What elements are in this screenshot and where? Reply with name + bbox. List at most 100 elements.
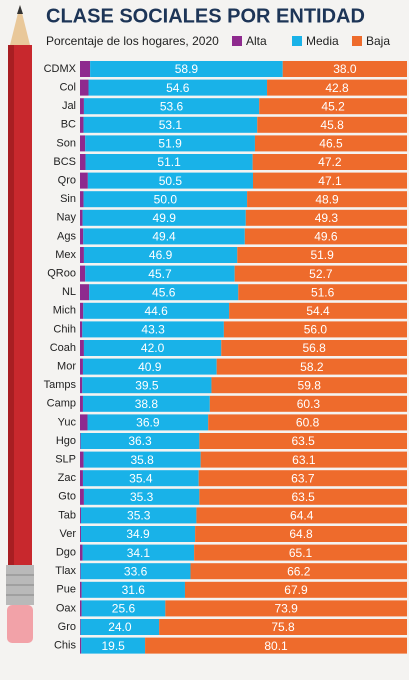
value-label: 60.3 bbox=[297, 397, 321, 411]
y-tick-label: Mich bbox=[53, 305, 76, 317]
bar-segment bbox=[80, 191, 84, 208]
bar-segment bbox=[198, 470, 407, 487]
bar-segment bbox=[254, 135, 407, 152]
y-tick-label: QRoo bbox=[47, 268, 76, 280]
value-label: 35.8 bbox=[130, 453, 154, 467]
value-label: 63.7 bbox=[291, 471, 315, 485]
value-label: 73.9 bbox=[274, 602, 298, 616]
value-label: 46.9 bbox=[149, 248, 173, 262]
bar-segment bbox=[80, 265, 86, 282]
bar-segment bbox=[165, 600, 407, 617]
bar-segment bbox=[80, 563, 81, 580]
bar-segment bbox=[87, 414, 209, 431]
value-label: 51.6 bbox=[311, 285, 335, 299]
bar-segment bbox=[80, 526, 81, 542]
bar-segment bbox=[80, 395, 83, 412]
y-tick-label: Chih bbox=[53, 323, 76, 335]
bar-segment bbox=[238, 284, 407, 301]
value-label: 49.3 bbox=[315, 211, 339, 225]
bar-segment bbox=[195, 526, 407, 542]
bar-segment bbox=[80, 433, 81, 449]
value-label: 64.4 bbox=[290, 509, 314, 523]
legend-swatch bbox=[292, 36, 302, 46]
value-label: 19.5 bbox=[102, 639, 126, 653]
bar-segment bbox=[80, 619, 81, 635]
bar-segment bbox=[82, 395, 210, 412]
y-tick-label: Oax bbox=[56, 602, 77, 614]
pencil-decoration bbox=[6, 5, 34, 643]
bar-segment bbox=[245, 209, 407, 226]
value-label: 31.6 bbox=[122, 583, 146, 597]
bar-segment bbox=[83, 340, 222, 356]
bar-segment bbox=[80, 228, 84, 245]
bar-segment bbox=[247, 191, 407, 208]
value-label: 50.0 bbox=[154, 192, 178, 206]
y-tick-label: Ags bbox=[57, 230, 76, 242]
bar-segment bbox=[85, 135, 255, 152]
bar-segment bbox=[267, 79, 407, 96]
bar-segment bbox=[89, 284, 239, 301]
bar-segment bbox=[80, 154, 86, 170]
bar-segment bbox=[90, 61, 283, 77]
bar-segment bbox=[159, 619, 407, 635]
bar-segment bbox=[145, 637, 407, 654]
value-label: 59.8 bbox=[298, 378, 322, 392]
legend-swatch bbox=[352, 36, 362, 46]
value-label: 36.3 bbox=[128, 434, 152, 448]
value-label: 40.9 bbox=[138, 360, 162, 374]
y-tick-label: Coah bbox=[50, 342, 76, 354]
bar-segment bbox=[80, 98, 84, 115]
bar-segment bbox=[80, 302, 84, 319]
value-label: 33.6 bbox=[124, 564, 148, 578]
bar-segment bbox=[80, 358, 83, 375]
value-label: 54.6 bbox=[166, 81, 190, 95]
bar-segment bbox=[81, 581, 185, 598]
bar-segment bbox=[80, 247, 84, 263]
bar-segment bbox=[257, 116, 407, 133]
value-label: 42.0 bbox=[141, 341, 165, 355]
value-label: 45.2 bbox=[321, 99, 345, 113]
bar-segment bbox=[211, 377, 407, 394]
bar-segment bbox=[80, 79, 89, 96]
value-label: 67.9 bbox=[284, 583, 308, 597]
value-label: 56.8 bbox=[302, 341, 326, 355]
bar-segment bbox=[80, 321, 83, 338]
value-label: 36.9 bbox=[136, 416, 160, 430]
value-label: 51.9 bbox=[310, 248, 334, 262]
value-label: 49.9 bbox=[153, 211, 177, 225]
value-label: 39.5 bbox=[135, 378, 159, 392]
bar-segment bbox=[82, 470, 199, 487]
bar-segment bbox=[80, 284, 90, 301]
bar-segment bbox=[216, 358, 407, 375]
bar-segment bbox=[80, 488, 84, 505]
bar-segment bbox=[80, 619, 160, 635]
value-label: 43.3 bbox=[141, 323, 165, 337]
bar-segment bbox=[80, 340, 84, 356]
value-label: 34.1 bbox=[127, 546, 151, 560]
y-tick-label: Pue bbox=[56, 584, 76, 596]
bar-segment bbox=[81, 600, 166, 617]
value-label: 35.4 bbox=[129, 471, 153, 485]
value-label: 35.3 bbox=[130, 490, 154, 504]
y-tick-label: Qro bbox=[58, 175, 76, 187]
y-tick-label: Ver bbox=[59, 528, 76, 540]
value-label: 54.4 bbox=[306, 304, 330, 318]
bar-segment bbox=[221, 340, 407, 356]
bar-segment bbox=[80, 507, 197, 524]
legend-label: Media bbox=[306, 34, 339, 48]
bar-segment bbox=[85, 154, 253, 170]
y-tick-label: NL bbox=[62, 286, 76, 298]
bar-segment bbox=[252, 154, 407, 170]
y-tick-label: Gto bbox=[58, 491, 76, 503]
bar-segment bbox=[83, 228, 245, 245]
value-label: 53.6 bbox=[160, 99, 184, 113]
y-tick-label: Dgo bbox=[56, 547, 76, 559]
bar-segment bbox=[199, 488, 407, 505]
bar-segment bbox=[80, 116, 84, 133]
bar-segment bbox=[200, 451, 407, 468]
bar-segment bbox=[83, 488, 200, 505]
value-label: 50.5 bbox=[159, 174, 183, 188]
bar-segment bbox=[80, 470, 83, 487]
y-tick-label: Tab bbox=[58, 509, 76, 521]
